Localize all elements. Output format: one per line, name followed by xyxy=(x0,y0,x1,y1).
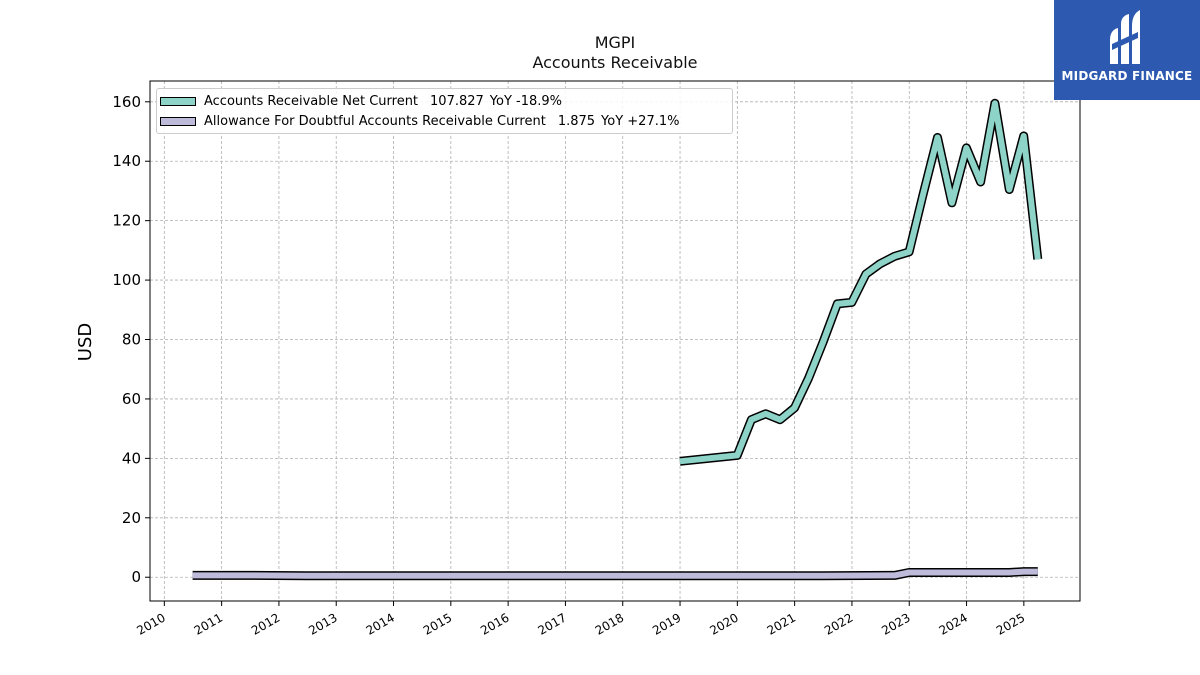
x-tick-label: 2011 xyxy=(192,610,225,637)
legend-swatch-ar-net xyxy=(160,96,196,106)
y-tick-label: 60 xyxy=(122,390,141,408)
x-tick-label: 2017 xyxy=(535,610,568,637)
y-tick-label: 160 xyxy=(112,93,141,111)
y-tick-label: 40 xyxy=(122,449,141,467)
series-lines xyxy=(192,98,1043,581)
x-tick-label: 2025 xyxy=(994,610,1027,637)
x-tick-label: 2023 xyxy=(879,610,912,637)
y-tick-label: 140 xyxy=(112,152,141,170)
chart-title: MGPI xyxy=(594,33,636,52)
y-axis: 0 20 40 60 80 100 120 140 160 xyxy=(112,93,150,586)
x-tick-label: 2016 xyxy=(478,610,511,637)
x-tick-label: 2020 xyxy=(707,610,740,637)
y-tick-label: 0 xyxy=(131,568,141,586)
series-line-0 xyxy=(679,100,1041,465)
brand-name: MIDGARD FINANCE xyxy=(1061,69,1193,83)
brand-mark-icon xyxy=(1110,10,1140,64)
legend-item-allowance: Allowance For Doubtful Accounts Receivab… xyxy=(157,111,679,131)
x-axis: 2010 2011 2012 2013 2014 2015 2016 2017 2018 2019… xyxy=(134,601,1027,638)
x-tick-label: 2021 xyxy=(765,610,798,637)
legend: Accounts Receivable Net Current 107.827 … xyxy=(156,88,733,134)
legend-item-ar-net: Accounts Receivable Net Current 107.827 … xyxy=(157,91,562,111)
legend-value: 107.827 xyxy=(430,93,484,109)
legend-yoy: YoY -18.9% xyxy=(489,93,563,109)
x-tick-label: 2013 xyxy=(306,610,339,637)
y-tick-label: 20 xyxy=(122,509,141,527)
legend-label: Accounts Receivable Net Current xyxy=(204,93,419,109)
y-tick-label: 80 xyxy=(122,331,141,349)
y-tick-label: 100 xyxy=(112,271,141,289)
legend-label: Allowance For Doubtful Accounts Receivab… xyxy=(204,113,546,129)
legend-swatch-allowance xyxy=(160,116,196,126)
chart-subtitle: Accounts Receivable xyxy=(532,53,698,72)
legend-yoy: YoY +27.1% xyxy=(601,113,680,129)
series-line-1 xyxy=(192,568,1038,579)
x-tick-label: 2010 xyxy=(134,610,167,637)
x-tick-label: 2014 xyxy=(364,610,397,637)
y-axis-label: USD xyxy=(75,323,96,361)
x-tick-label: 2024 xyxy=(937,610,970,637)
x-tick-label: 2012 xyxy=(249,610,282,637)
brand-logo: MIDGARD FINANCE xyxy=(1054,0,1200,100)
plot-frame xyxy=(149,80,1081,602)
x-tick-label: 2018 xyxy=(593,610,626,637)
y-tick-label: 120 xyxy=(112,212,141,230)
x-tick-label: 2019 xyxy=(650,610,683,637)
x-tick-label: 2022 xyxy=(822,610,855,637)
legend-value: 1.875 xyxy=(557,113,596,129)
grid-lines xyxy=(150,81,1080,601)
x-tick-label: 2015 xyxy=(421,610,454,637)
